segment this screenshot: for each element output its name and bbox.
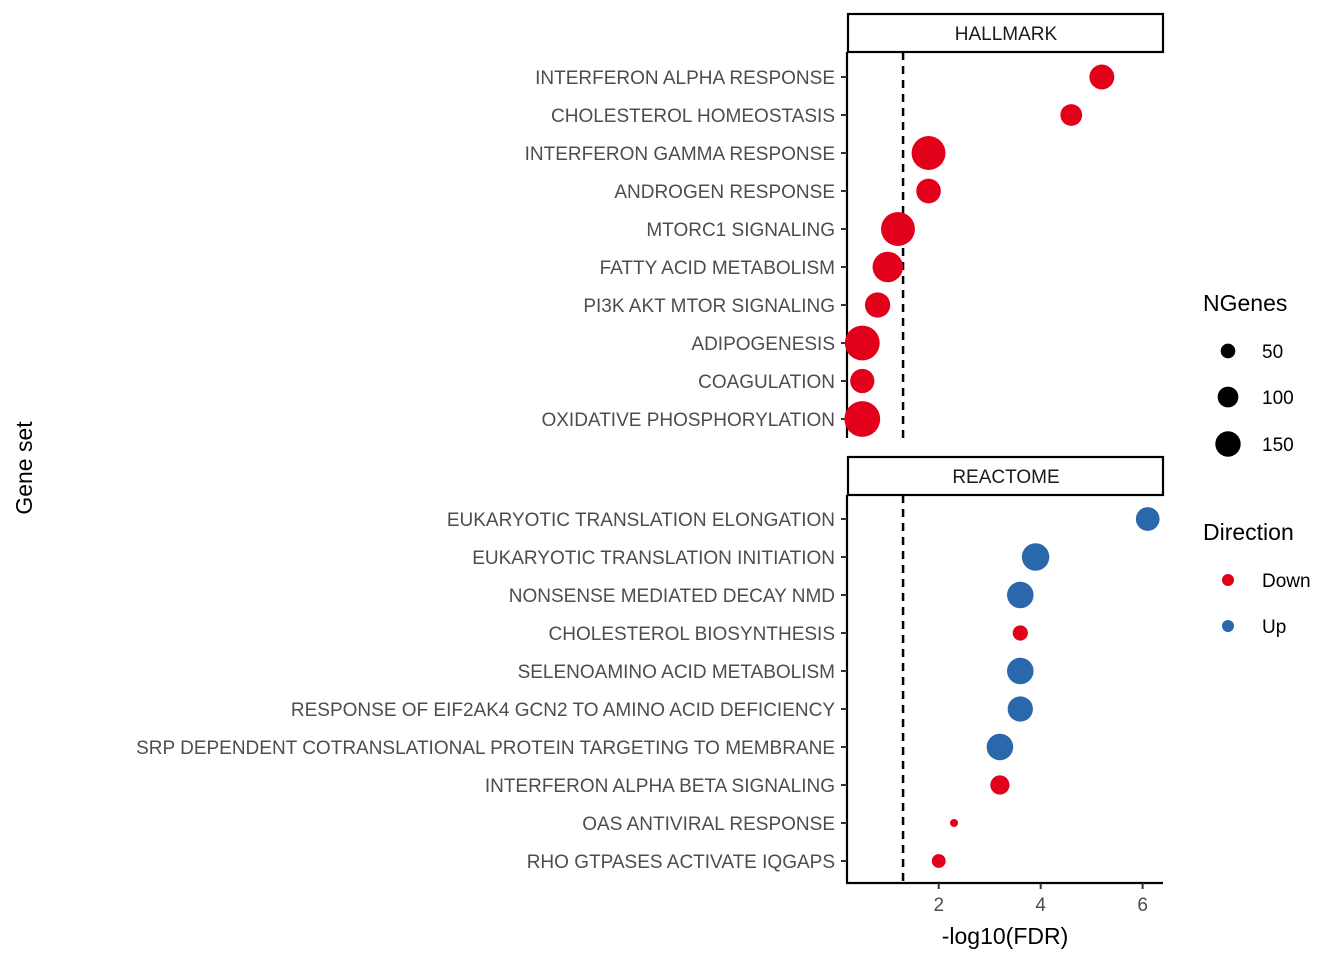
panels: HALLMARK INTERFERON ALPHA RESPONSE CHOLEST… bbox=[136, 12, 1165, 916]
size-legend-key bbox=[1217, 386, 1239, 408]
panel-reactome: REACTOME EUKARYOTIC TRANSLATION ELONGATIO… bbox=[136, 455, 1165, 916]
y-tick-label: SELENOAMINO ACID METABOLISM bbox=[518, 662, 835, 683]
color-legend-label: Up bbox=[1262, 617, 1286, 638]
data-point bbox=[916, 178, 941, 204]
size-legend-label: 50 bbox=[1262, 342, 1283, 363]
data-point bbox=[1012, 625, 1028, 641]
data-point bbox=[950, 819, 959, 827]
data-point bbox=[1060, 104, 1083, 126]
data-point bbox=[990, 775, 1010, 795]
x-tick-label: 2 bbox=[933, 895, 944, 916]
legend: NGenes 50 100 150 Direction Down Up bbox=[1203, 290, 1311, 638]
y-tick-label: INTERFERON ALPHA RESPONSE bbox=[535, 68, 835, 89]
y-tick-label: PI3K AKT MTOR SIGNALING bbox=[583, 296, 835, 317]
data-point bbox=[1007, 657, 1034, 685]
size-legend-label: 100 bbox=[1262, 388, 1294, 409]
y-tick-label: COAGULATION bbox=[698, 372, 835, 393]
color-legend-key bbox=[1222, 574, 1234, 586]
data-point bbox=[911, 136, 946, 170]
y-tick-label: NONSENSE MEDIATED DECAY NMD bbox=[509, 586, 835, 607]
color-legend-title: Direction bbox=[1203, 519, 1294, 545]
y-tick-label: INTERFERON GAMMA RESPONSE bbox=[525, 144, 835, 165]
data-point bbox=[1135, 507, 1160, 531]
data-point bbox=[1089, 64, 1115, 90]
data-point bbox=[1021, 543, 1050, 571]
data-point bbox=[931, 854, 946, 868]
color-legend-key bbox=[1222, 620, 1234, 632]
y-tick-label: OXIDATIVE PHOSPHORYLATION bbox=[541, 410, 835, 431]
y-tick-label: ADIPOGENESIS bbox=[691, 334, 835, 355]
y-tick-label: CHOLESTEROL BIOSYNTHESIS bbox=[549, 624, 835, 645]
y-tick-label: INTERFERON ALPHA BETA SIGNALING bbox=[485, 776, 835, 797]
panel-hallmark: HALLMARK INTERFERON ALPHA RESPONSE CHOLEST… bbox=[525, 12, 1165, 438]
strip-label: REACTOME bbox=[952, 467, 1059, 488]
size-legend-key bbox=[1215, 431, 1241, 457]
data-point bbox=[864, 292, 891, 318]
y-tick-label: CHOLESTEROL HOMEOSTASIS bbox=[551, 106, 835, 127]
data-point bbox=[1007, 696, 1033, 722]
data-point bbox=[850, 368, 875, 394]
size-legend-title: NGenes bbox=[1203, 290, 1287, 316]
data-point bbox=[844, 401, 881, 437]
data-point bbox=[844, 325, 880, 361]
y-tick-label: EUKARYOTIC TRANSLATION INITIATION bbox=[472, 548, 835, 569]
y-tick-label: FATTY ACID METABOLISM bbox=[600, 258, 835, 279]
data-point bbox=[872, 251, 904, 283]
y-tick-label: RHO GTPASES ACTIVATE IQGAPS bbox=[527, 852, 835, 873]
y-tick-label: OAS ANTIVIRAL RESPONSE bbox=[582, 814, 835, 835]
y-tick-label: SRP DEPENDENT COTRANSLATIONAL PROTEIN TA… bbox=[136, 738, 835, 759]
strip-box bbox=[846, 455, 1165, 497]
data-point bbox=[1007, 581, 1034, 609]
x-tick-label: 6 bbox=[1137, 895, 1148, 916]
size-legend-key bbox=[1220, 343, 1236, 359]
y-tick-label: EUKARYOTIC TRANSLATION ELONGATION bbox=[447, 510, 835, 531]
size-legend-label: 150 bbox=[1262, 435, 1294, 456]
strip-label: HALLMARK bbox=[955, 24, 1058, 45]
y-tick-label: ANDROGEN RESPONSE bbox=[614, 182, 835, 203]
x-axis-title: -log10(FDR) bbox=[942, 923, 1069, 949]
x-tick-label: 4 bbox=[1035, 895, 1046, 916]
y-axis-title: Gene set bbox=[11, 421, 37, 515]
data-point bbox=[986, 733, 1014, 761]
strip-box bbox=[846, 12, 1165, 54]
y-tick-label: RESPONSE OF EIF2AK4 GCN2 TO AMINO ACID D… bbox=[291, 700, 835, 721]
data-point bbox=[880, 212, 915, 246]
y-tick-label: MTORC1 SIGNALING bbox=[646, 220, 835, 241]
color-legend-label: Down bbox=[1262, 571, 1311, 592]
